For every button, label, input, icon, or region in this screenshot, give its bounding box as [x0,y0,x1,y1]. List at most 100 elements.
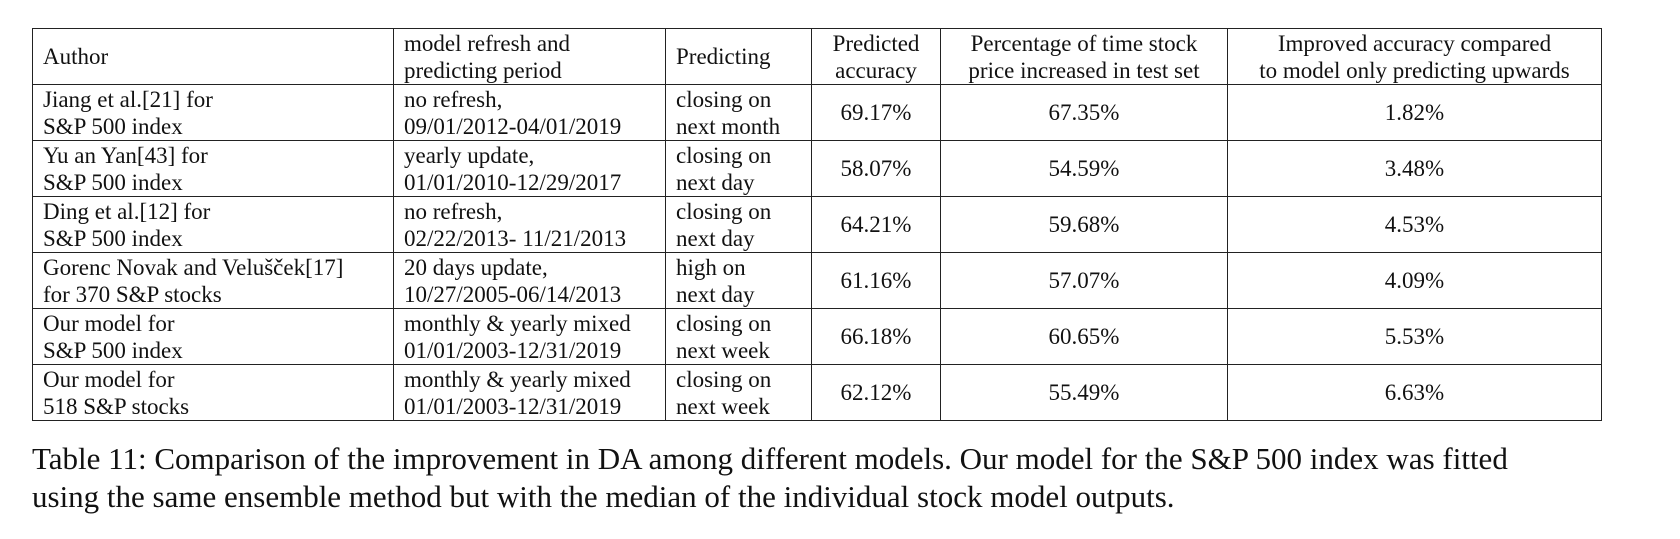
cell-line: S&P 500 index [43,169,183,195]
cell-line: Yu an Yan[43] for [43,142,208,168]
cell-improved-accuracy: 4.53% [1227,196,1602,253]
cell-line: 518 S&P stocks [43,393,190,419]
cell-line: 02/22/2013- 11/21/2013 [404,225,627,251]
cell-line: accuracy [835,57,917,83]
cell-improved-accuracy: 4.09% [1227,252,1602,309]
cell-author: Jiang et al.[21] for S&P 500 index [32,84,394,141]
comparison-table-container: Author model refresh and predicting perio… [32,28,1602,421]
cell-refresh-period: no refresh, 02/22/2013- 11/21/2013 [393,196,666,253]
cell-line: Ding et al.[12] for [43,198,211,224]
cell-line: Our model for [43,310,175,336]
cell-line: Predicted [832,30,920,56]
table-row: Gorenc Novak and Velušček[17] for 370 S&P… [32,252,1602,309]
cell-author: Ding et al.[12] for S&P 500 index [32,196,394,253]
cell-line: S&P 500 index [43,337,183,363]
cell-refresh-period: yearly update, 01/01/2010-12/29/2017 [393,140,666,197]
cell-predicted-accuracy: 66.18% [811,308,941,365]
cell-line: next month [676,113,781,139]
header-predicting: Predicting [665,28,812,85]
cell-line: next week [676,337,770,363]
cell-line: monthly & yearly mixed [404,310,631,336]
cell-line: Percentage of time stock [970,30,1198,56]
cell-line: Predicting [676,44,771,69]
cell-line: 20 days update, [404,254,548,280]
cell-line: Author [43,44,109,69]
header-improved-accuracy: Improved accuracy compared to model only … [1227,28,1602,85]
cell-line: closing on [676,310,772,336]
cell-line: predicting period [404,57,562,83]
cell-line: closing on [676,86,772,112]
cell-line: 09/01/2012-04/01/2019 [404,113,622,139]
cell-predicting: closing on next month [665,84,812,141]
cell-line: no refresh, [404,198,503,224]
cell-improved-accuracy: 6.63% [1227,364,1602,421]
cell-predicted-accuracy: 64.21% [811,196,941,253]
table-header: Author model refresh and predicting perio… [32,28,1602,85]
cell-predicting: closing on next week [665,364,812,421]
table-row: Jiang et al.[21] for S&P 500 index no refr… [32,84,1602,141]
cell-line: next day [676,225,755,251]
cell-author: Our model for S&P 500 index [32,308,394,365]
cell-line: S&P 500 index [43,225,183,251]
cell-line: to model only predicting upwards [1259,57,1570,83]
cell-line: next week [676,393,770,419]
cell-line: Gorenc Novak and Velušček[17] [43,254,344,280]
cell-predicted-accuracy: 61.16% [811,252,941,309]
cell-author: Yu an Yan[43] for S&P 500 index [32,140,394,197]
caption-line-2: using the same ensemble method but with … [32,479,1175,514]
cell-predicted-accuracy: 58.07% [811,140,941,197]
cell-line: 01/01/2003-12/31/2019 [404,337,622,363]
cell-percentage-increase: 57.07% [940,252,1228,309]
header-author: Author [32,28,394,85]
header-predicted-accuracy: Predicted accuracy [811,28,941,85]
cell-line: Jiang et al.[21] for [43,86,213,112]
cell-line: 01/01/2003-12/31/2019 [404,393,622,419]
cell-predicting: closing on next day [665,140,812,197]
cell-improved-accuracy: 3.48% [1227,140,1602,197]
cell-improved-accuracy: 1.82% [1227,84,1602,141]
cell-refresh-period: monthly & yearly mixed 01/01/2003-12/31/2… [393,364,666,421]
header-row: Author model refresh and predicting perio… [32,28,1602,85]
table-body: Jiang et al.[21] for S&P 500 index no refr… [32,84,1602,421]
cell-line: 01/01/2010-12/29/2017 [404,169,622,195]
cell-line: next day [676,281,755,307]
table-row: Our model for S&P 500 index monthly & year… [32,308,1602,365]
cell-line: high on [676,254,746,280]
cell-line: closing on [676,366,772,392]
header-percentage-increase: Percentage of time stock price increased … [940,28,1228,85]
cell-refresh-period: no refresh, 09/01/2012-04/01/2019 [393,84,666,141]
cell-line: Improved accuracy compared [1277,30,1552,56]
cell-line: Our model for [43,366,175,392]
table-row: Ding et al.[12] for S&P 500 index no refre… [32,196,1602,253]
cell-line: closing on [676,198,772,224]
cell-predicted-accuracy: 62.12% [811,364,941,421]
caption-line-1: Table 11: Comparison of the improvement … [32,441,1508,476]
cell-predicted-accuracy: 69.17% [811,84,941,141]
cell-percentage-increase: 67.35% [940,84,1228,141]
comparison-table: Author model refresh and predicting perio… [32,28,1602,421]
cell-line: yearly update, [404,142,535,168]
cell-predicting: closing on next week [665,308,812,365]
cell-percentage-increase: 54.59% [940,140,1228,197]
cell-percentage-increase: 60.65% [940,308,1228,365]
cell-predicting: closing on next day [665,196,812,253]
cell-percentage-increase: 55.49% [940,364,1228,421]
cell-author: Gorenc Novak and Velušček[17] for 370 S&P… [32,252,394,309]
cell-refresh-period: 20 days update, 10/27/2005-06/14/2013 [393,252,666,309]
table-caption: Table 11: Comparison of the improvement … [32,440,1652,516]
cell-line: for 370 S&P stocks [43,281,222,307]
cell-line: 10/27/2005-06/14/2013 [404,281,622,307]
table-row: Yu an Yan[43] for S&P 500 index yearly upd… [32,140,1602,197]
cell-line: no refresh, [404,86,503,112]
cell-author: Our model for 518 S&P stocks [32,364,394,421]
cell-line: closing on [676,142,772,168]
cell-line: monthly & yearly mixed [404,366,631,392]
cell-line: price increased in test set [968,57,1200,83]
cell-line: model refresh and [404,30,571,56]
table-row: Our model for 518 S&P stocks monthly & yea… [32,364,1602,421]
header-refresh-period: model refresh and predicting period [393,28,666,85]
cell-improved-accuracy: 5.53% [1227,308,1602,365]
cell-refresh-period: monthly & yearly mixed 01/01/2003-12/31/2… [393,308,666,365]
cell-percentage-increase: 59.68% [940,196,1228,253]
cell-line: S&P 500 index [43,113,183,139]
